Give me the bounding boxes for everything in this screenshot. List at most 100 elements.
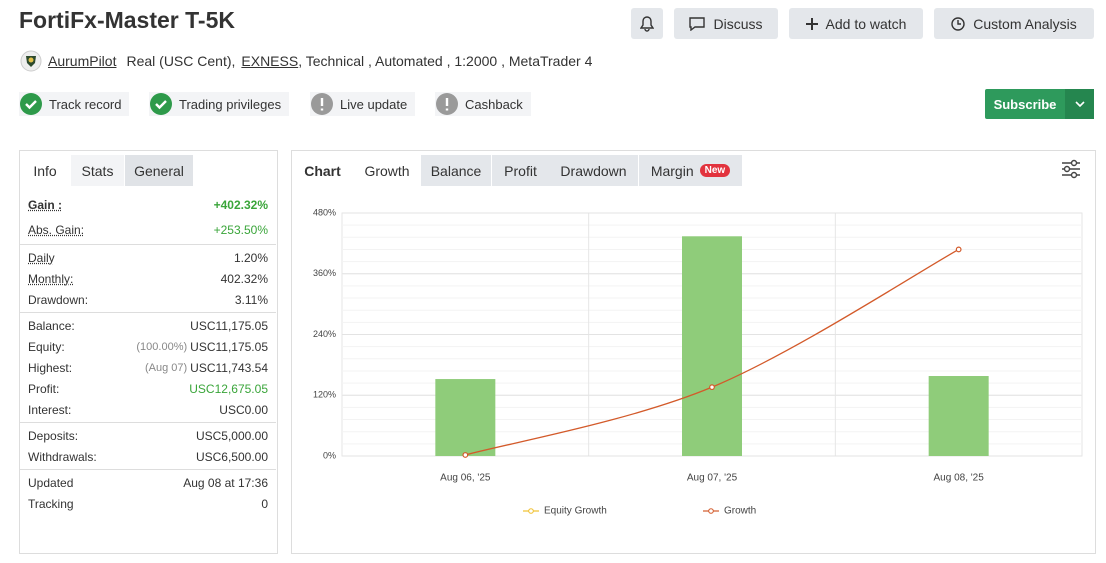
caret xyxy=(1074,101,1085,107)
stats-row: Drawdown: 3.11% xyxy=(20,289,276,310)
check-icon xyxy=(150,93,172,115)
stats-row: Tracking 0 xyxy=(20,493,276,514)
tab-label: Balance xyxy=(430,162,482,179)
stats-row: Withdrawals: USC6,500.00 xyxy=(20,446,276,467)
stat-label: Updated xyxy=(28,475,74,490)
tab[interactable]: Info xyxy=(20,155,70,186)
tab[interactable]: Stats xyxy=(71,155,124,186)
stat-label: Profit: xyxy=(28,381,60,396)
stats-row: Deposits: USC5,000.00 xyxy=(20,425,276,446)
stat-note: (100.00%) xyxy=(136,340,188,353)
stat-value: USC6,500.00 xyxy=(195,449,268,464)
stat-label: Interest: xyxy=(28,402,72,417)
x-tick-label: Aug 07, '25 xyxy=(687,473,738,484)
badge-label: Trading privileges xyxy=(179,96,282,112)
stat-value: USC11,175.05 xyxy=(190,339,268,354)
stat-label: Withdrawals: xyxy=(28,449,97,464)
stats-group: Daily 1.20% Monthly: 402.32% Drawdown: 3.11% xyxy=(20,245,276,313)
stat-label: Highest: xyxy=(28,360,73,375)
stat-value: 3.11% xyxy=(234,292,268,307)
tab-label: Profit xyxy=(504,162,537,179)
bell-icon xyxy=(640,15,654,32)
stat-value: 1.20% xyxy=(233,250,268,265)
avatar xyxy=(20,50,42,72)
stat-label: Drawdown: xyxy=(28,292,89,307)
check-icon xyxy=(20,93,42,115)
stat-label: Gain : xyxy=(28,197,63,212)
stats-row: Monthly: 402.32% xyxy=(20,268,276,289)
badge: Cashback xyxy=(435,92,531,116)
stats-row: Abs. Gain: +253.50% xyxy=(20,217,276,242)
tab-label: Growth xyxy=(364,162,410,179)
tab-label: Chart xyxy=(304,162,341,179)
x-tick-label: Aug 06, '25 xyxy=(440,473,491,484)
account-line: AurumPilot Real (USC Cent), EXNESS , Tec… xyxy=(20,50,592,72)
tab-label: Margin xyxy=(650,162,694,179)
chart-panel xyxy=(291,150,1096,554)
new-badge: New xyxy=(699,164,731,177)
button-label: Discuss xyxy=(713,15,763,32)
stat-value: USC12,675.05 xyxy=(189,381,268,396)
analysis-button[interactable]: Custom Analysis xyxy=(934,8,1094,39)
stats-row: Equity: (100.00%) USC11,175.05 xyxy=(20,336,276,357)
chat-icon xyxy=(689,16,706,31)
button-label: Add to watch xyxy=(825,15,907,32)
watch-button[interactable]: Add to watch xyxy=(789,8,923,39)
badge-label: Cashback xyxy=(465,96,523,112)
details: Real (USC Cent), xyxy=(126,53,236,69)
stats-row: Balance: USC11,175.05 xyxy=(20,315,276,336)
tab-label: Drawdown xyxy=(560,162,627,179)
badge: Track record xyxy=(19,92,130,116)
chart-tab[interactable]: Chart xyxy=(292,155,353,186)
y-tick-label: 0% xyxy=(323,450,336,460)
stat-value: USC5,000.00 xyxy=(195,428,268,443)
discuss-button[interactable]: Discuss xyxy=(674,8,778,39)
stat-label: Equity: xyxy=(28,339,65,354)
stats-row: Gain : +402.32% xyxy=(20,192,276,217)
subscribe-button[interactable]: Subscribe xyxy=(985,89,1094,119)
stat-label: Abs. Gain: xyxy=(28,222,85,237)
stat-value: 402.32% xyxy=(220,271,268,286)
y-tick-label: 480% xyxy=(313,207,336,217)
bar xyxy=(928,376,989,456)
subscribe-label: Subscribe xyxy=(993,96,1057,112)
stats-group: Updated Aug 08 at 17:36 Tracking 0 xyxy=(20,470,276,516)
stats-panel xyxy=(19,150,278,554)
author-link[interactable]: AurumPilot xyxy=(48,53,117,69)
chart-tab[interactable]: Drawdown xyxy=(549,155,638,186)
stats-row: Daily 1.20% xyxy=(20,247,276,268)
alert-icon xyxy=(436,93,458,115)
y-tick-label: 120% xyxy=(313,390,336,400)
stat-value: +253.50% xyxy=(213,222,268,237)
stat-label: Tracking xyxy=(28,496,74,511)
y-tick-label: 360% xyxy=(313,268,336,278)
title: FortiFx-Master T-5K xyxy=(19,7,235,33)
bar xyxy=(682,236,742,456)
plus-icon xyxy=(805,17,818,30)
point xyxy=(955,246,962,253)
badge: Trading privileges xyxy=(149,92,290,116)
stat-value: USC0.00 xyxy=(219,402,268,417)
stats-row: Profit: USC12,675.05 xyxy=(20,378,276,399)
bar xyxy=(435,379,496,456)
dropdown[interactable] xyxy=(1065,89,1094,119)
clock-icon xyxy=(951,16,965,31)
tab[interactable]: General xyxy=(125,155,193,186)
chart-tab[interactable]: Balance xyxy=(421,155,491,186)
legend-label: Growth xyxy=(724,506,756,517)
chart-tab[interactable]: Margin New xyxy=(639,155,742,186)
bell-button[interactable] xyxy=(631,8,663,39)
chart-tab[interactable]: Profit xyxy=(492,155,549,186)
stat-label: Balance: xyxy=(28,318,75,333)
chart-tab[interactable]: Growth xyxy=(353,155,421,186)
point xyxy=(462,452,469,458)
stat-value: USC11,175.05 xyxy=(190,318,268,333)
settings-icon[interactable] xyxy=(1060,158,1082,180)
x-tick-label: Aug 08, '25 xyxy=(934,473,985,484)
stat-note: (Aug 07) xyxy=(144,361,188,374)
details: , Technical , Automated , 1:2000 , MetaT… xyxy=(298,53,593,69)
stat-value: +402.32% xyxy=(213,197,268,212)
stat-value: USC11,743.54 xyxy=(190,360,268,375)
broker-link[interactable]: EXNESS xyxy=(241,53,299,69)
